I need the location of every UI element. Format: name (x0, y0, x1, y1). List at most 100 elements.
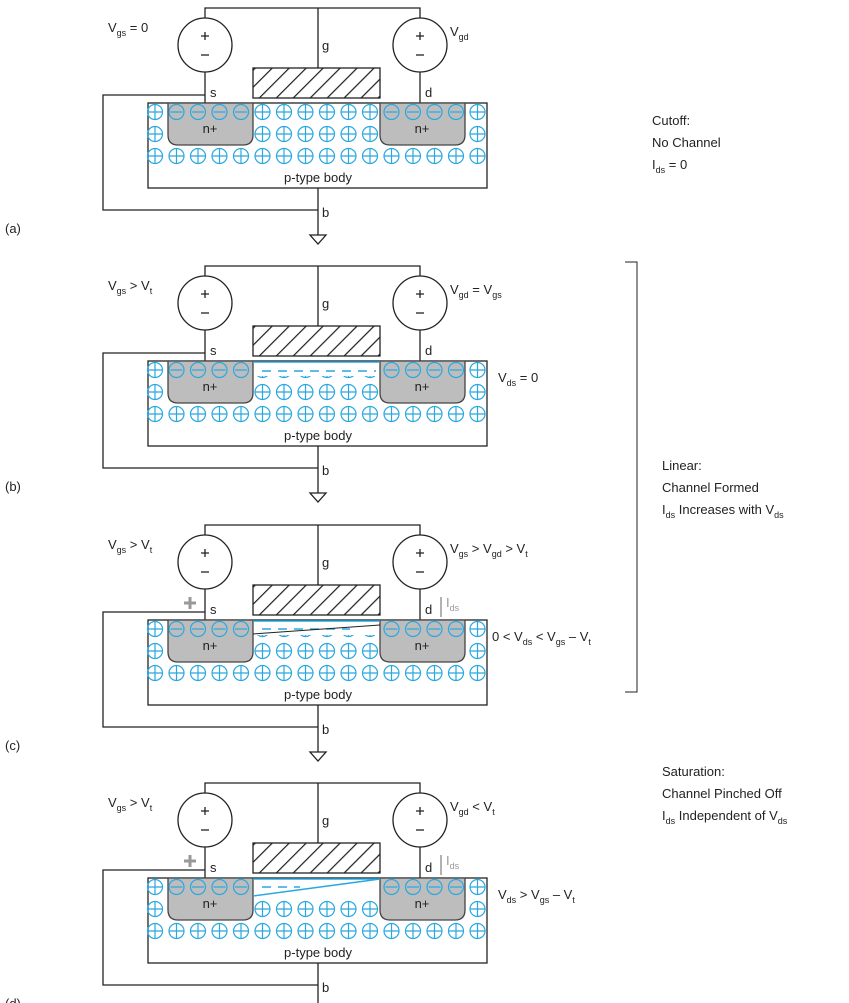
text-segment: ds (450, 603, 460, 613)
text-segment: > V (126, 795, 150, 810)
text-segment: V (498, 370, 507, 385)
source-region-label: n+ (203, 121, 218, 136)
voltage-source (393, 276, 447, 330)
text-segment: Independent of V (675, 808, 778, 823)
text-segment: Increases with V (675, 502, 774, 517)
voltage-source (178, 793, 232, 847)
text-segment: t (150, 286, 153, 296)
text-segment: V (108, 795, 117, 810)
gate-wire (205, 266, 420, 326)
source-label: s (210, 343, 217, 358)
text-segment: Cutoff: (652, 113, 690, 128)
drain-label: d (425, 860, 432, 875)
gate (253, 843, 380, 873)
text-segment: ds (774, 510, 784, 520)
text-segment: ds (778, 816, 788, 826)
body-bias-plus (184, 855, 196, 867)
body-label: p-type body (284, 945, 352, 960)
text-segment: gs (117, 803, 127, 813)
text-segment: gd (492, 549, 502, 559)
text-segment: = 0 (665, 157, 687, 172)
text-segment: V (108, 278, 117, 293)
text-segment: V (450, 799, 459, 814)
text-segment: t (150, 545, 153, 555)
text-segment: 0 < V (492, 629, 523, 644)
state-text: Linear: (662, 458, 702, 473)
text-segment: Channel Pinched Off (662, 786, 782, 801)
text-segment: ds (666, 816, 676, 826)
body-terminal-label: b (322, 205, 329, 220)
text-segment: gs (117, 545, 127, 555)
mosfet-diagram: sgdbn+n+p-type body(a)Vgs = 0Vgdsgdbn+n+… (0, 0, 849, 1003)
vgs-label: Vgs > Vt (108, 278, 153, 296)
state-text: No Channel (652, 135, 721, 150)
panel-label: (a) (5, 221, 21, 236)
drain-region-label: n+ (415, 379, 430, 394)
gate (253, 326, 380, 356)
text-segment: gs (117, 28, 127, 38)
text-segment: gd (459, 807, 469, 817)
text-segment: ds (656, 165, 666, 175)
text-segment: V (450, 24, 459, 39)
voltage-source (178, 276, 232, 330)
vgs-label: Vgs = 0 (108, 20, 148, 38)
body-terminal-label: b (322, 980, 329, 995)
text-segment: t (572, 895, 575, 905)
vgs-label: Vgs > Vt (108, 795, 153, 813)
text-segment: gs (492, 290, 502, 300)
text-segment: t (492, 807, 495, 817)
text-segment: t (525, 549, 528, 559)
panel-label: (d) (5, 996, 21, 1003)
body-bias-plus (184, 597, 196, 609)
text-segment: Saturation: (662, 764, 725, 779)
text-segment: gs (540, 895, 550, 905)
state-text: Ids Increases with Vds (662, 502, 784, 520)
source-label: s (210, 602, 217, 617)
text-segment: > V (502, 541, 526, 556)
text-segment: < V (469, 799, 493, 814)
text-segment: V (450, 282, 459, 297)
voltage-source (393, 793, 447, 847)
state-text: Ids Independent of Vds (662, 808, 788, 826)
text-segment: V (450, 541, 459, 556)
text-segment: > V (126, 278, 150, 293)
state-text: Saturation: (662, 764, 725, 779)
gate-label: g (322, 38, 329, 53)
gate (253, 68, 380, 98)
drain-region-label: n+ (415, 896, 430, 911)
gate-wire (205, 525, 420, 585)
gate-label: g (322, 555, 329, 570)
text-segment: V (108, 20, 117, 35)
text-segment: V (108, 537, 117, 552)
text-segment: Linear: (662, 458, 702, 473)
text-segment: gs (117, 286, 127, 296)
ground (310, 493, 326, 502)
text-segment: = 0 (126, 20, 148, 35)
text-segment: = V (469, 282, 493, 297)
text-segment: gs (556, 637, 566, 647)
gate-label: g (322, 296, 329, 311)
vds-label: Vds = 0 (498, 370, 538, 388)
panel: sgdbn+n+p-type body (103, 783, 487, 1003)
body-label: p-type body (284, 170, 352, 185)
text-segment: gd (459, 290, 469, 300)
vds-label: Vds > Vgs – Vt (498, 887, 575, 905)
state-text: Channel Pinched Off (662, 786, 782, 801)
source-label: s (210, 85, 217, 100)
ground (310, 235, 326, 244)
state-text: Ids = 0 (652, 157, 687, 175)
text-segment: Channel Formed (662, 480, 759, 495)
linear-bracket (625, 262, 637, 692)
vds-label: 0 < Vds < Vgs – Vt (492, 629, 591, 647)
state-text: Channel Formed (662, 480, 759, 495)
gate (253, 585, 380, 615)
panel-label: (b) (5, 479, 21, 494)
body-label: p-type body (284, 687, 352, 702)
drain-label: d (425, 602, 432, 617)
ids-label: Ids (446, 853, 460, 871)
body-terminal-label: b (322, 722, 329, 737)
text-segment: ds (666, 510, 676, 520)
drain-label: d (425, 343, 432, 358)
text-segment: = 0 (516, 370, 538, 385)
